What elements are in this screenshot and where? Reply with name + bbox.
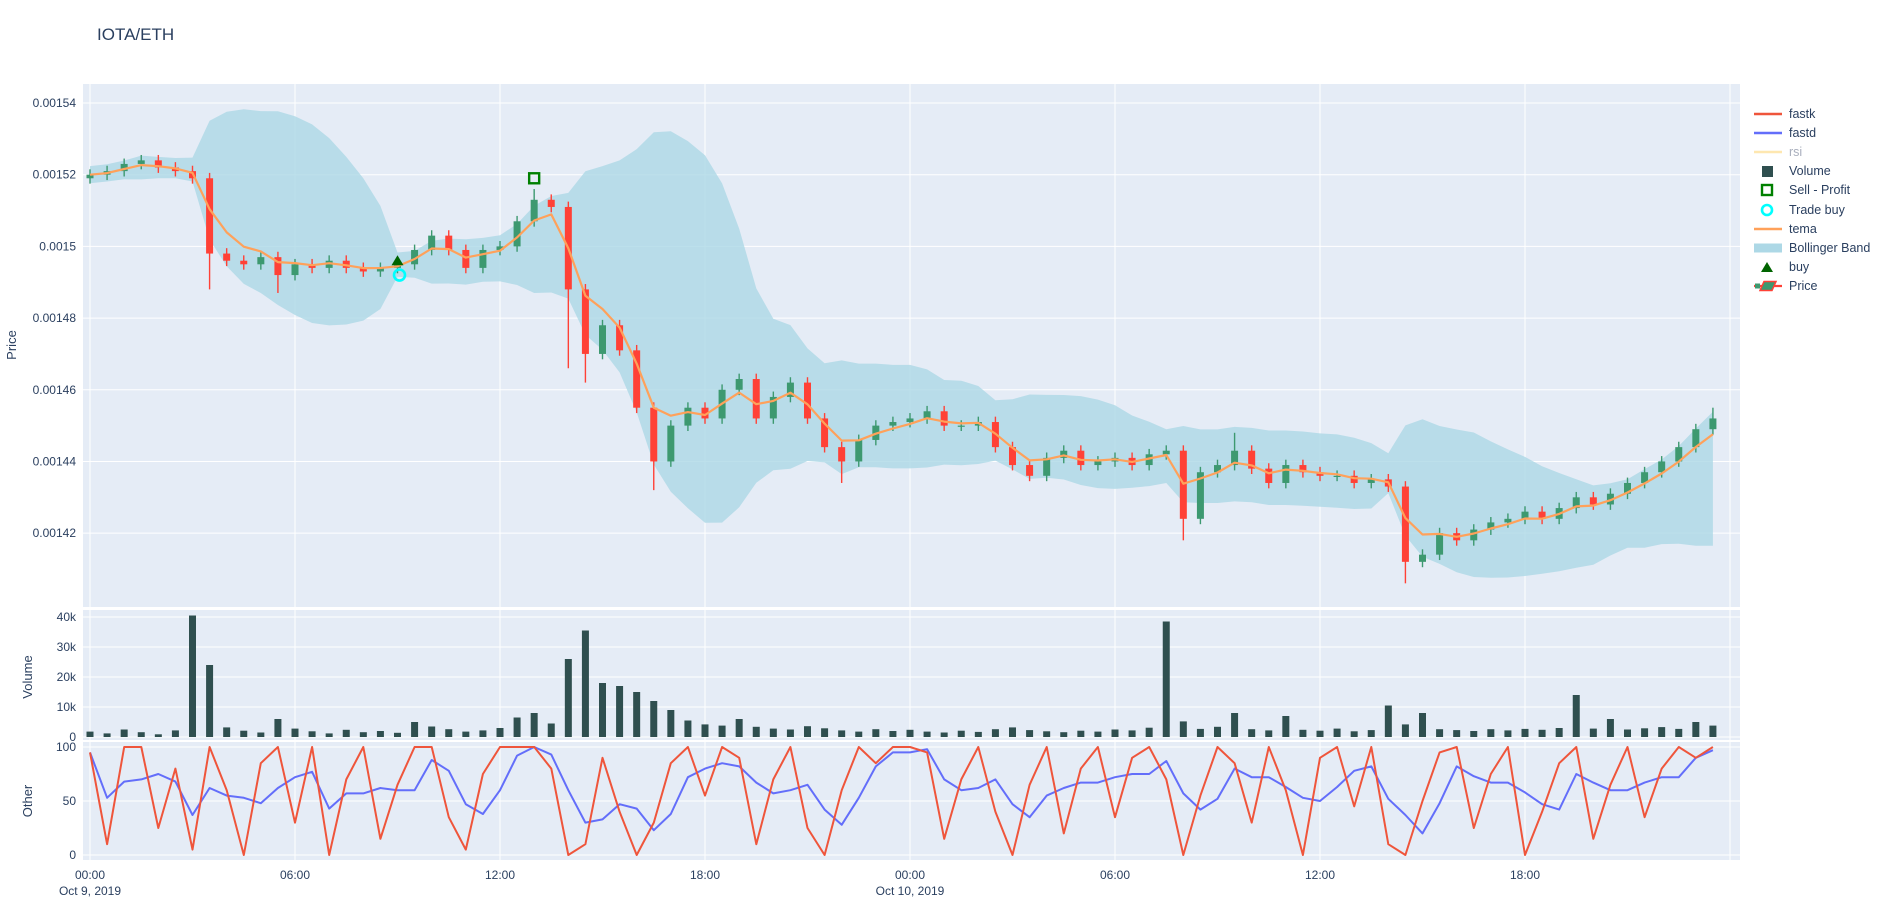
trade-buy-marker: [392, 268, 407, 282]
legend-label-price: Price: [1789, 279, 1818, 294]
x-time-tick-label: 06:00: [1100, 868, 1130, 882]
fastd-line: [89, 746, 1714, 835]
volume-legend-swatch: [1762, 166, 1773, 178]
tema-legend-swatch: [1754, 227, 1782, 230]
x-time-tick-label: 00:00: [75, 868, 105, 882]
price-tick-label: 0.00152: [33, 168, 77, 182]
x-time-tick-label: 00:00: [895, 868, 925, 882]
sell-profit-marker: [527, 172, 541, 185]
x-time-tick-label: 06:00: [280, 868, 310, 882]
buy-legend-swatch: [1761, 262, 1773, 273]
fastd-legend-swatch: [1754, 131, 1782, 135]
legend-label-volume: Volume: [1789, 164, 1831, 179]
volume-panel[interactable]: [83, 610, 1740, 740]
other-tick-label: 0: [69, 848, 76, 862]
volume-tick-label: 30k: [57, 640, 77, 654]
bollinger-band-legend-swatch: [1754, 243, 1782, 253]
legend-item-buy[interactable]: buy: [1752, 258, 1888, 277]
price-tick-label: 0.00142: [33, 526, 77, 540]
legend-label-buy: buy: [1789, 260, 1810, 275]
legend-item-fastk[interactable]: fastk: [1752, 104, 1888, 123]
legend-item-sell-profit[interactable]: Sell - Profit: [1752, 181, 1888, 200]
legend-label-bollinger-band: Bollinger Band: [1789, 240, 1871, 255]
volume-axis-title: Volume: [20, 655, 35, 698]
fastk-line: [89, 746, 1714, 856]
other-tick-label: 50: [63, 794, 77, 808]
price-tick-label: 0.00146: [33, 383, 77, 397]
legend: fastk fastd rsi Volume Sell - Profit Trade bu…: [1752, 104, 1888, 296]
legend-label-fastd: fastd: [1789, 125, 1817, 140]
volume-tick-label: 20k: [57, 670, 77, 684]
volume-bars: [86, 615, 1717, 737]
other-tick-label: 100: [56, 740, 76, 754]
x-time-tick-label: 12:00: [1305, 868, 1335, 882]
tema-line: [89, 164, 1714, 538]
volume-tick-label: 10k: [57, 700, 77, 714]
x-time-tick-label: 12:00: [485, 868, 515, 882]
trade-buy-legend-swatch: [1760, 203, 1774, 216]
legend-item-trade-buy[interactable]: Trade buy: [1752, 200, 1888, 219]
price-tick-label: 0.00148: [33, 311, 77, 325]
price-tick-label: 0.00154: [33, 96, 77, 110]
sell-profit-legend-swatch: [1760, 184, 1774, 197]
legend-label-tema: tema: [1789, 221, 1817, 236]
legend-item-fastd[interactable]: fastd: [1752, 123, 1888, 142]
bollinger-band-area: [90, 109, 1713, 578]
price-axis-title: Price: [4, 330, 19, 360]
buy-marker: [391, 255, 404, 266]
legend-item-volume[interactable]: Volume: [1752, 162, 1888, 181]
other-axis-title: Other: [20, 784, 35, 817]
volume-tick-label: 0: [69, 730, 76, 744]
volume-tick-label: 40k: [57, 610, 77, 624]
chart-title: IOTA/ETH: [97, 25, 175, 44]
legend-item-rsi[interactable]: rsi: [1752, 142, 1888, 161]
legend-item-bollinger-band[interactable]: Bollinger Band: [1752, 238, 1888, 257]
price-legend-swatch: [1754, 281, 1782, 292]
rsi-legend-swatch: [1754, 150, 1782, 154]
legend-label-rsi: rsi: [1789, 144, 1803, 159]
x-date-label: Oct 9, 2019: [59, 884, 121, 898]
x-date-label: Oct 10, 2019: [876, 884, 945, 898]
legend-label-sell-profit: Sell - Profit: [1789, 183, 1851, 198]
legend-label-trade-buy: Trade buy: [1789, 202, 1845, 217]
x-time-tick-label: 18:00: [690, 868, 720, 882]
fastk-legend-swatch: [1754, 112, 1782, 115]
legend-label-fastk: fastk: [1789, 106, 1816, 121]
legend-item-tema[interactable]: tema: [1752, 219, 1888, 238]
price-tick-label: 0.0015: [39, 239, 76, 253]
price-tick-label: 0.00144: [33, 454, 77, 468]
x-time-tick-label: 18:00: [1510, 868, 1540, 882]
legend-item-price[interactable]: Price: [1752, 277, 1888, 296]
